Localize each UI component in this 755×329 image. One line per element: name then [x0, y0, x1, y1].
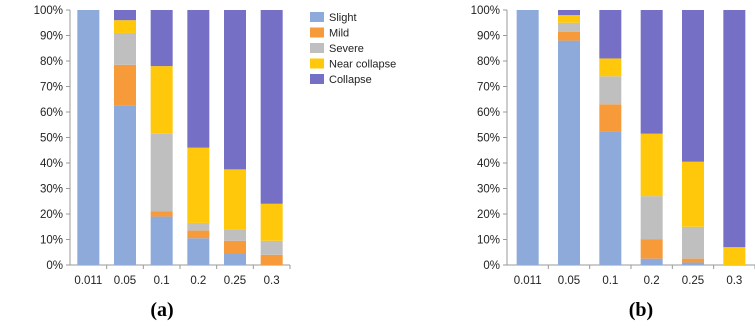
- legend-label: Collapse: [329, 74, 372, 86]
- bar-segment: [150, 211, 173, 217]
- bar-segment: [599, 104, 622, 132]
- bar-segment: [682, 262, 704, 265]
- y-tick-label: 10%: [477, 235, 500, 247]
- bar-segment: [224, 229, 246, 241]
- y-tick-label: 80%: [40, 56, 63, 68]
- y-tick-label: 60%: [477, 107, 500, 119]
- legend-label: Mild: [329, 28, 349, 40]
- y-tick-label: 10%: [40, 235, 63, 247]
- bar-segment: [516, 10, 539, 265]
- bar-segment: [260, 254, 283, 265]
- bar-segment: [224, 10, 246, 170]
- y-tick-label: 90%: [477, 31, 500, 43]
- y-tick-label: 70%: [477, 82, 500, 94]
- bar-segment: [150, 216, 173, 265]
- bar-segment: [224, 240, 246, 254]
- x-tick-label: 0.011: [514, 275, 542, 287]
- bar-segment: [640, 196, 663, 240]
- bar-segment: [558, 15, 580, 23]
- y-tick-label: 60%: [40, 107, 63, 119]
- bar-segment: [558, 31, 580, 41]
- bar-segment: [599, 10, 622, 59]
- x-tick-label: 0.3: [726, 275, 742, 287]
- bar-segment: [260, 240, 283, 255]
- bar-segment: [723, 10, 746, 248]
- y-tick-label: 20%: [40, 209, 63, 221]
- bar-segment: [114, 105, 136, 265]
- x-tick-label: 0.05: [114, 275, 136, 287]
- bar-segment: [187, 230, 210, 239]
- chart-panel-2: 0% 10% 20% 30% 40% 50% 60% 70% 80% 90% 100% 0.011 0.…: [471, 5, 755, 321]
- bar-segment: [150, 66, 173, 134]
- bar-segment: [640, 239, 663, 259]
- bar-segment: [224, 169, 246, 230]
- y-tick-label: 30%: [477, 184, 500, 196]
- x-tick-label: 0.3: [264, 275, 280, 287]
- panel-label: (a): [150, 299, 173, 321]
- bar-segment: [260, 10, 283, 204]
- bar-segment: [114, 64, 136, 106]
- bar-segment: [682, 258, 704, 263]
- y-tick-label: 80%: [477, 56, 500, 68]
- bar-segment: [682, 161, 704, 227]
- bar-segment: [599, 58, 622, 77]
- bar-segment: [682, 226, 704, 259]
- bar-segment: [599, 76, 622, 105]
- x-tick-label: 0.1: [154, 275, 170, 287]
- chart-panel-1: 0% 10% 20% 30% 40% 50% 60% 70% 80% 90% 100% 0.011 0.…: [34, 5, 397, 321]
- x-tick-label: 0.25: [682, 275, 704, 287]
- legend-swatch: [310, 27, 324, 38]
- bar-segment: [224, 253, 246, 265]
- bar-segment: [640, 133, 663, 197]
- bar-segment: [187, 222, 210, 231]
- y-tick-label: 0%: [483, 260, 500, 272]
- bar-segment: [640, 258, 663, 265]
- bar-segment: [558, 22, 580, 32]
- bar-segment: [187, 10, 210, 148]
- bar-segment: [260, 203, 283, 241]
- panel-label: (b): [629, 299, 653, 321]
- bar-segment: [723, 247, 746, 265]
- x-tick-label: 0.25: [224, 275, 246, 287]
- y-tick-label: 40%: [40, 158, 63, 170]
- x-tick-label: 0.011: [74, 275, 102, 287]
- legend-label: Slight: [329, 12, 357, 24]
- bar-segment: [187, 147, 210, 223]
- x-tick-label: 0.05: [558, 275, 580, 287]
- legend: Slight Mild Severe Near collapse Collapse: [310, 12, 396, 86]
- bar-segment: [640, 10, 663, 134]
- y-tick-label: 20%: [477, 209, 500, 221]
- bar-segment: [150, 133, 173, 212]
- y-tick-label: 0%: [46, 260, 63, 272]
- y-tick-label: 30%: [40, 184, 63, 196]
- x-tick-label: 0.2: [644, 275, 660, 287]
- bar-segment: [77, 10, 100, 265]
- y-tick-label: 100%: [34, 5, 63, 17]
- x-tick-label: 0.1: [602, 275, 618, 287]
- bar-segment: [114, 32, 136, 65]
- y-tick-label: 100%: [471, 5, 500, 17]
- bar-segment: [150, 10, 173, 67]
- y-tick-label: 50%: [40, 133, 63, 145]
- legend-label: Near collapse: [329, 59, 396, 71]
- legend-swatch: [310, 74, 324, 84]
- bar-segment: [187, 238, 210, 265]
- bar-segment: [558, 40, 580, 265]
- bar-segment: [558, 10, 580, 16]
- bar-segment: [114, 10, 136, 21]
- y-tick-label: 50%: [477, 133, 500, 145]
- y-tick-label: 70%: [40, 82, 63, 94]
- legend-swatch: [310, 58, 324, 69]
- legend-label: Severe: [329, 43, 364, 55]
- y-tick-label: 90%: [40, 31, 63, 43]
- legend-swatch: [310, 12, 324, 22]
- x-tick-label: 0.2: [190, 275, 206, 287]
- y-tick-label: 40%: [477, 158, 500, 170]
- bar-segment: [599, 131, 622, 265]
- bar-segment: [114, 20, 136, 33]
- legend-swatch: [310, 43, 324, 53]
- bar-segment: [682, 10, 704, 162]
